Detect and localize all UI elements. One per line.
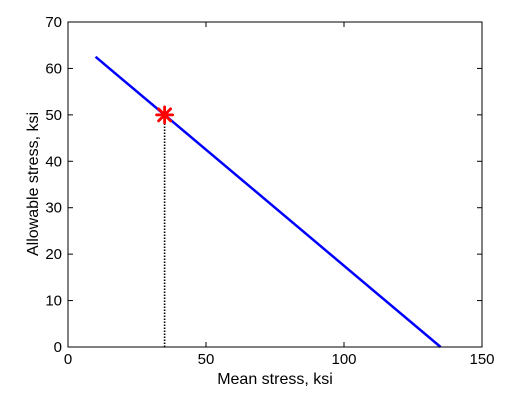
x-tick-label: 0 [64, 351, 72, 368]
y-tick-label: 50 [45, 107, 62, 124]
y-tick-label: 20 [45, 246, 62, 263]
y-tick-label: 70 [45, 14, 62, 31]
y-axis-title: Allowable stress, ksi [25, 112, 42, 256]
y-tick-label: 30 [45, 200, 62, 217]
plot-marks [94, 55, 442, 348]
x-axis-title: Mean stress, ksi [217, 371, 333, 388]
asterisk-marker [155, 105, 175, 125]
tick-labels: 0 50 100 150 0 10 20 30 40 50 60 70 [45, 14, 494, 368]
y-tick-label: 60 [45, 60, 62, 77]
y-tick-label: 0 [54, 339, 62, 356]
allowable-stress-line [94, 55, 442, 348]
x-tick-label: 50 [198, 351, 215, 368]
x-tick-label: 100 [331, 351, 356, 368]
plot-frame [67, 21, 483, 348]
y-tick-label: 40 [45, 153, 62, 170]
y-tick-label: 10 [45, 293, 62, 310]
x-tick-label: 150 [469, 351, 494, 368]
